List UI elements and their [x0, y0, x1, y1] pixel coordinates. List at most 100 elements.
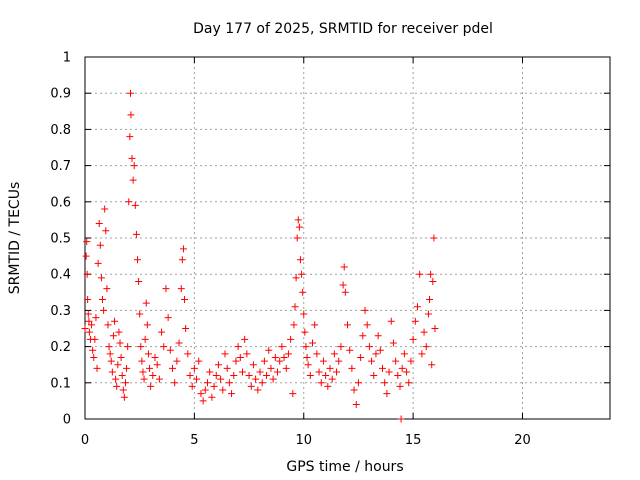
data-point — [118, 372, 126, 380]
data-point — [252, 375, 260, 383]
data-point — [195, 357, 203, 365]
data-point — [151, 353, 159, 361]
data-point — [177, 285, 185, 293]
data-point — [135, 277, 143, 285]
data-point — [111, 317, 119, 325]
data-point — [292, 274, 300, 282]
data-point — [164, 314, 172, 322]
data-point — [225, 379, 233, 387]
data-point — [328, 375, 336, 383]
data-point — [155, 375, 163, 383]
data-point — [90, 353, 98, 361]
data-point — [335, 357, 343, 365]
data-point — [101, 205, 109, 213]
data-point — [359, 332, 367, 340]
data-point — [193, 375, 201, 383]
data-point — [208, 393, 216, 401]
y-tick-label: 1 — [63, 51, 71, 66]
data-point — [291, 303, 299, 311]
data-point — [290, 321, 298, 329]
data-point — [341, 288, 349, 296]
data-point — [430, 234, 438, 242]
data-point — [414, 303, 421, 311]
data-point — [115, 328, 123, 336]
data-point — [429, 277, 437, 285]
data-point — [416, 270, 424, 278]
x-tick-label: 0 — [81, 433, 89, 448]
y-tick-label: 0.4 — [50, 268, 71, 283]
data-point — [206, 368, 214, 376]
data-point — [160, 343, 168, 351]
data-point — [144, 350, 152, 358]
data-point — [301, 328, 309, 336]
data-point — [236, 353, 244, 361]
data-point — [132, 230, 140, 238]
data-point — [178, 256, 186, 264]
data-point — [260, 357, 268, 365]
data-point — [114, 361, 122, 369]
data-point — [129, 176, 137, 184]
data-point — [249, 361, 257, 369]
data-point — [339, 281, 347, 289]
data-point — [376, 346, 384, 354]
x-tick-label: 10 — [295, 433, 312, 448]
data-point — [284, 350, 292, 358]
data-point — [346, 346, 354, 354]
data-point — [278, 343, 286, 351]
data-point — [326, 364, 334, 372]
y-tick-label: 0.5 — [50, 232, 71, 247]
data-point — [105, 343, 113, 351]
data-point — [232, 357, 240, 365]
data-point — [269, 375, 277, 383]
data-point — [217, 375, 225, 383]
data-point — [184, 350, 192, 358]
data-point — [146, 364, 154, 372]
data-point — [162, 285, 170, 293]
data-point — [296, 256, 304, 264]
axis-ticks: 00.10.20.30.40.50.60.70.80.910 5 10 15 20 — [50, 51, 610, 448]
data-point — [245, 372, 253, 380]
data-point — [243, 350, 251, 358]
data-point — [368, 357, 376, 365]
data-point — [330, 350, 338, 358]
data-point — [102, 227, 110, 235]
data-point — [123, 364, 131, 372]
data-point — [121, 379, 129, 387]
x-tick-label: 15 — [405, 433, 422, 448]
data-point — [88, 321, 96, 329]
data-point — [276, 357, 284, 365]
data-point — [426, 296, 434, 304]
data-point — [306, 372, 314, 380]
data-point — [204, 379, 211, 387]
data-point — [394, 372, 402, 380]
data-point — [407, 357, 415, 365]
data-point — [267, 364, 275, 372]
data-point — [139, 368, 147, 376]
data-point — [128, 154, 136, 162]
data-point — [247, 382, 255, 390]
data-point — [182, 325, 190, 332]
data-point — [374, 332, 382, 340]
y-tick-label: 0.3 — [50, 304, 71, 319]
data-point — [127, 89, 134, 97]
data-point — [234, 343, 242, 351]
data-point — [106, 350, 114, 358]
data-point — [221, 350, 229, 358]
data-point — [403, 368, 411, 376]
data-point — [116, 339, 124, 347]
data-point — [179, 245, 187, 253]
data-point — [370, 372, 378, 380]
data-point — [117, 353, 125, 361]
data-point — [137, 343, 145, 351]
data-point — [427, 270, 435, 278]
data-point — [181, 296, 189, 304]
data-point — [348, 364, 356, 372]
data-point — [201, 386, 209, 394]
data-point — [324, 382, 332, 390]
data-point — [228, 390, 236, 398]
data-point — [300, 310, 308, 318]
data-point — [149, 372, 157, 380]
data-point — [127, 111, 135, 119]
data-point — [405, 379, 413, 387]
